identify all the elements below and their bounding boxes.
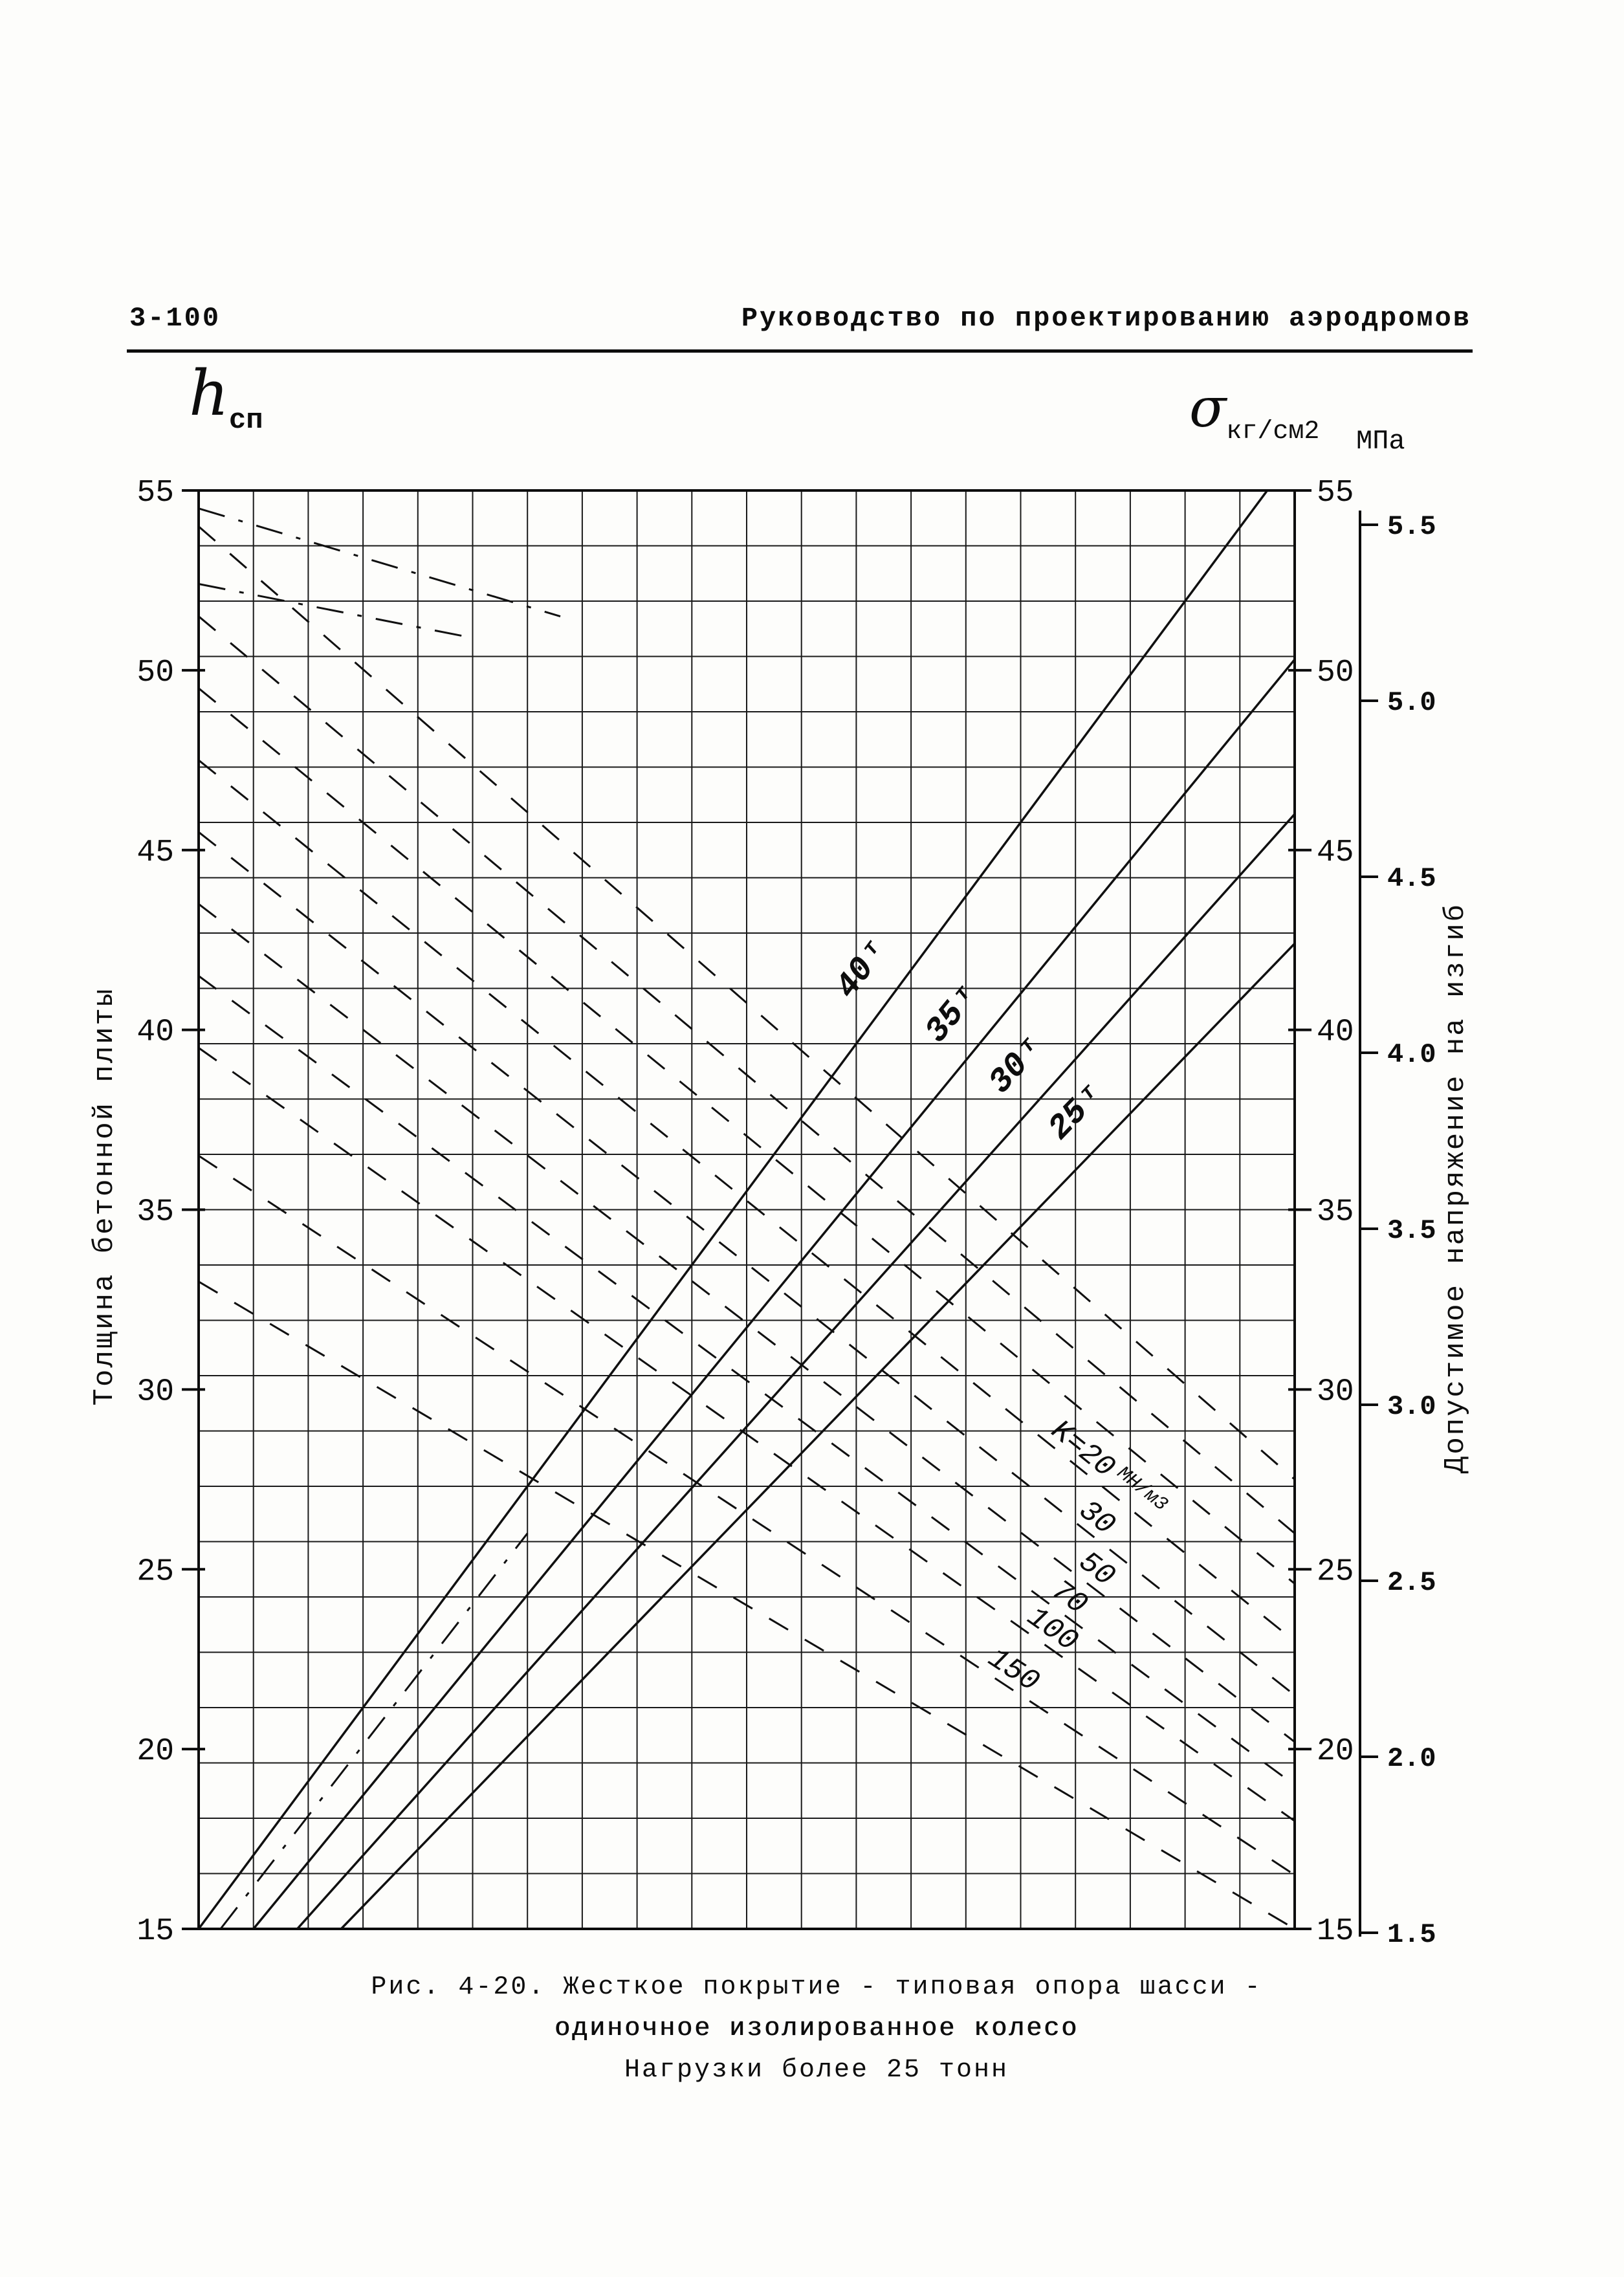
load-line [340, 943, 1295, 1929]
load-line-label-group: 30т [982, 1031, 1050, 1101]
aux-dashed-line [219, 1532, 529, 1929]
h-symbol-letter: h [189, 357, 229, 430]
h-symbol-subscript: сп [228, 404, 263, 437]
left-axis-tick-label: 40 [137, 1015, 174, 1050]
sigma-symbol-letter: σ [1189, 376, 1227, 439]
mpa-axis-tick-label: 5.5 [1387, 511, 1436, 542]
sigma-symbol: σкг/см2 [1189, 380, 1319, 445]
right-axis-tick-label: 25 [1317, 1554, 1354, 1589]
right-axis-tick-label: 40 [1317, 1015, 1354, 1050]
load-line-unit: т [949, 981, 977, 1007]
k-curve-label-group: 150 [982, 1642, 1045, 1699]
load-line-label-group: 25т [1041, 1078, 1110, 1148]
h-symbol: hсп [189, 362, 263, 435]
k-curve-line [199, 831, 1295, 1696]
k-curve-label: 30 [1072, 1493, 1121, 1542]
left-axis-tick-label: 20 [137, 1734, 174, 1769]
mpa-axis-unit-label: МПа [1356, 426, 1405, 457]
figure-caption-line-3: Нагрузки более 25 тонн [624, 2056, 1009, 2085]
right-axis-tick-label: 50 [1317, 655, 1354, 690]
figure-caption-line-1: Рис. 4-20. Жесткое покрытие - типовая оп… [371, 1973, 1262, 2002]
left-axis-tick-label: 15 [137, 1914, 174, 1949]
k-curve-line [199, 1154, 1295, 1876]
figure-caption-line-2: одиночное изолированное колесо [554, 2014, 1079, 2043]
mpa-axis-tick-label: 2.5 [1387, 1567, 1436, 1598]
mpa-axis-tick-label: 3.0 [1387, 1391, 1436, 1422]
aux-dashed-line [199, 525, 1295, 1480]
left-axis-tick-label: 35 [137, 1195, 174, 1230]
load-line [252, 659, 1295, 1929]
aux-dashed-line [199, 1281, 1295, 1929]
right-axis-tick-label: 45 [1317, 835, 1354, 870]
aux-dashed-line [199, 615, 1295, 1534]
page-header: 3-100 Руководство по проектированию аэро… [129, 303, 1471, 334]
mpa-axis-tick-label: 2.0 [1387, 1743, 1436, 1774]
right-axis-tick-label: 20 [1317, 1734, 1354, 1769]
right-axis-tick-label: 35 [1317, 1195, 1354, 1230]
left-axis-tick-label: 45 [137, 835, 174, 870]
load-line-label: 40т [828, 934, 895, 1006]
load-line-label: 25т [1041, 1078, 1110, 1148]
document-title: Руководство по проектированию аэродромов [741, 303, 1471, 334]
load-line-label-group: 40т [828, 934, 895, 1006]
k-curve-value: K=20 [1044, 1414, 1121, 1485]
k-curve-value: 150 [982, 1642, 1045, 1699]
mpa-axis-tick-label: 3.5 [1387, 1215, 1436, 1246]
mpa-axis-tick-label: 4.5 [1387, 863, 1436, 894]
k-curve-unit: МН/м3 [1112, 1462, 1171, 1516]
figure-caption: Рис. 4-20. Жесткое покрытие - типовая оп… [371, 1967, 1262, 2091]
aux-dashed-line [199, 583, 473, 639]
left-axis-tick-label: 50 [137, 655, 174, 690]
left-axis-tick-label: 55 [137, 476, 174, 511]
load-line-label-group: 35т [917, 980, 985, 1051]
load-line [199, 490, 1269, 1929]
left-axis-tick-label: 25 [137, 1554, 174, 1589]
k-curve-label-group: 30 [1072, 1493, 1121, 1542]
k-curve-line [199, 1047, 1295, 1822]
right-axis-tick-label: 30 [1317, 1374, 1354, 1409]
k-curve-line [199, 975, 1295, 1786]
mpa-axis-tick-label: 4.0 [1387, 1039, 1436, 1070]
right-axis-tick-label: 15 [1317, 1914, 1354, 1949]
mpa-axis-tick-label: 5.0 [1387, 687, 1436, 718]
aux-dashed-line [199, 507, 561, 617]
k-curve-value: 30 [1072, 1493, 1121, 1542]
k-curve-label: 150 [982, 1642, 1045, 1699]
page-number: 3-100 [129, 303, 221, 334]
load-line-label: 30т [982, 1031, 1050, 1101]
k-curve-line [199, 759, 1295, 1642]
right-axis-tick-label: 55 [1317, 476, 1354, 511]
sigma-symbol-subscript: кг/см2 [1226, 417, 1320, 446]
load-line-unit: т [858, 936, 886, 962]
load-line-label: 35т [917, 980, 985, 1051]
load-line [296, 813, 1295, 1929]
aux-dashed-line [199, 687, 1295, 1585]
header-rule [127, 349, 1473, 353]
left-axis-tick-label: 30 [137, 1374, 174, 1409]
mpa-axis-tick-label: 1.5 [1387, 1919, 1436, 1950]
